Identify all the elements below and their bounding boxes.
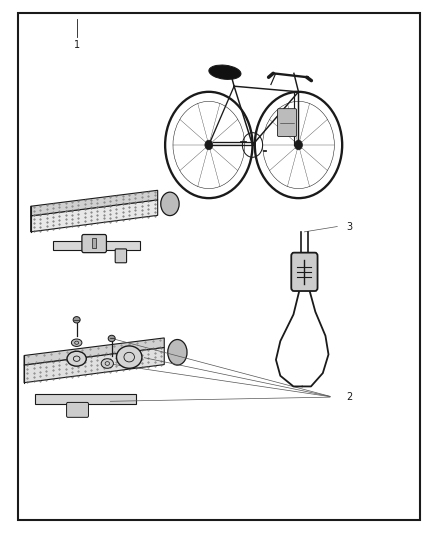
Ellipse shape [71,339,82,346]
FancyBboxPatch shape [82,235,106,253]
Text: 1: 1 [74,40,80,50]
Ellipse shape [209,65,241,79]
Polygon shape [31,190,158,216]
Ellipse shape [117,346,142,368]
Text: 3: 3 [346,222,352,231]
Polygon shape [24,348,164,383]
Ellipse shape [73,317,80,323]
Text: 2: 2 [346,392,352,402]
Circle shape [205,140,213,150]
Bar [35,394,136,404]
Bar [53,241,140,250]
FancyBboxPatch shape [277,109,297,136]
Ellipse shape [168,340,187,365]
FancyBboxPatch shape [115,249,127,263]
Polygon shape [24,338,164,365]
Ellipse shape [101,359,113,368]
FancyBboxPatch shape [67,402,88,417]
Bar [92,238,96,248]
Ellipse shape [161,192,179,215]
Circle shape [295,140,302,150]
Polygon shape [31,200,158,232]
Ellipse shape [67,351,86,366]
FancyBboxPatch shape [291,253,318,291]
Ellipse shape [108,335,115,342]
